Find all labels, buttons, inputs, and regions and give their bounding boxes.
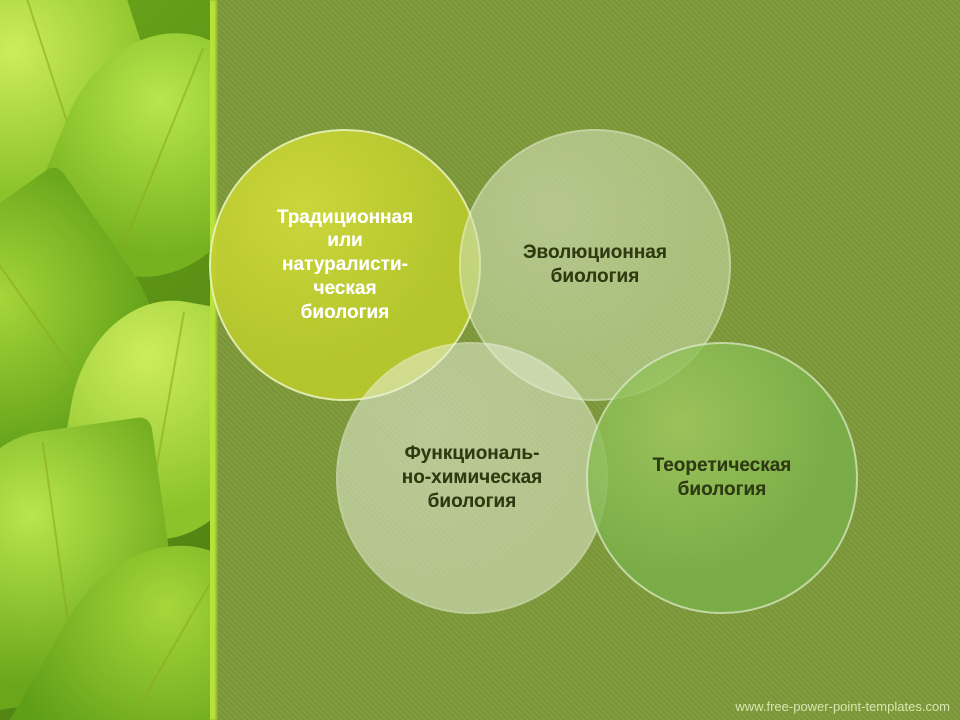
circle-label-theoretical: Теоретическая биология	[653, 454, 792, 502]
footer-url: www.free-power-point-templates.com	[735, 699, 950, 714]
circle-functional: Функциональ- но-химическая биология	[336, 342, 608, 614]
circle-theoretical: Теоретическая биология	[586, 342, 858, 614]
circle-label-evolutionary: Эволюционная биология	[523, 241, 667, 289]
leaf-sidebar	[0, 0, 218, 720]
circle-label-functional: Функциональ- но-химическая биология	[402, 442, 542, 513]
circle-label-traditional: Традиционная или натуралисти- ческая био…	[277, 206, 413, 325]
slide: Традиционная или натуралисти- ческая био…	[0, 0, 960, 720]
